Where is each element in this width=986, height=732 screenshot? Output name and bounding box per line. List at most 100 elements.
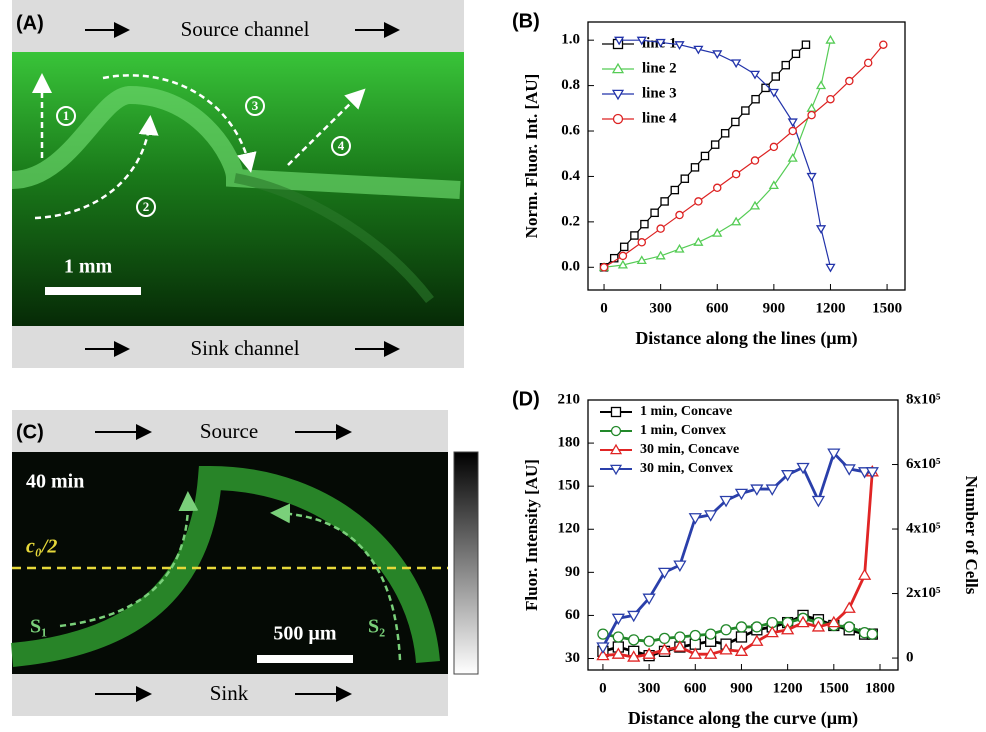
channel-label: Sink — [210, 681, 249, 705]
scale-bar — [45, 287, 141, 295]
marker — [770, 182, 778, 189]
y-tick-label: 0.4 — [561, 168, 580, 184]
marker — [846, 77, 853, 84]
marker — [713, 229, 721, 236]
legend-marker — [612, 427, 621, 436]
marker — [619, 252, 626, 259]
marker — [713, 51, 721, 58]
y-tick-label: 150 — [558, 478, 581, 494]
marker — [659, 633, 669, 643]
marker — [789, 127, 796, 134]
marker — [772, 73, 779, 80]
channel-label: Source — [200, 419, 258, 443]
marker — [644, 636, 654, 646]
marker — [808, 104, 816, 111]
marker — [613, 632, 623, 642]
x-tick-label: 1500 — [872, 300, 902, 316]
marker — [621, 243, 628, 250]
marker — [681, 175, 688, 182]
marker — [721, 625, 731, 635]
scale-label: 500 µm — [273, 623, 337, 645]
panel-c: (C) Source Sink 40 min c₀/2 S₁ S₂ 500 µm — [12, 410, 478, 716]
marker — [808, 112, 815, 119]
time-label: 40 min — [26, 471, 84, 493]
marker — [733, 171, 740, 178]
marker — [714, 184, 721, 191]
marker — [751, 157, 758, 164]
legend-marker — [613, 90, 623, 99]
level-label: c₀/2 — [26, 536, 57, 558]
x-tick-label: 1800 — [865, 680, 895, 696]
legend-label: 1 min, Concave — [640, 404, 732, 419]
x-tick-label: 0 — [600, 300, 608, 316]
legend-label: line 2 — [642, 60, 677, 76]
y-tick-label: 210 — [558, 391, 581, 407]
legend-label: line 4 — [642, 110, 677, 126]
y2-tick-label: 6x10⁵ — [906, 456, 941, 472]
marker — [722, 130, 729, 137]
marker — [817, 226, 825, 233]
y-tick-label: 180 — [558, 435, 581, 451]
marker — [691, 164, 698, 171]
marker — [706, 629, 716, 639]
legend-label: 30 min, Concave — [640, 442, 739, 457]
x-tick-label: 900 — [730, 680, 753, 696]
marker — [827, 96, 834, 103]
channel-label: Source channel — [181, 17, 310, 41]
marker — [631, 232, 638, 239]
legend-label: 1 min, Convex — [640, 423, 726, 438]
x-tick-label: 300 — [638, 680, 661, 696]
marker — [701, 152, 708, 159]
marker — [736, 632, 746, 642]
y-tick-label: 0.0 — [561, 259, 580, 275]
y-axis-label: Norm. Fluor. Int. [AU] — [522, 74, 541, 239]
marker — [676, 211, 683, 218]
y-tick-label: 0.6 — [561, 122, 580, 138]
x-tick-label: 300 — [649, 300, 672, 316]
marker — [770, 143, 777, 150]
marker — [752, 96, 759, 103]
colorbar — [454, 452, 478, 674]
marker — [695, 198, 702, 205]
legend-marker — [613, 64, 623, 73]
x-tick-label: 1500 — [819, 680, 849, 696]
panel-a: (A) Source channel Sink channel 1 2 3 4 … — [12, 0, 464, 368]
step-number: 2 — [143, 199, 150, 214]
x-tick-label: 600 — [706, 300, 729, 316]
marker — [742, 107, 749, 114]
channel-label: Sink channel — [190, 336, 299, 360]
marker — [782, 62, 789, 69]
x-tick-label: 900 — [763, 300, 786, 316]
y-tick-label: 90 — [565, 564, 580, 580]
marker — [732, 60, 740, 67]
y2-axis-label: Number of Cells — [962, 476, 981, 595]
marker — [671, 186, 678, 193]
marker — [641, 221, 648, 228]
marker — [859, 570, 870, 580]
marker — [732, 118, 739, 125]
marker — [808, 174, 816, 181]
panel-label: (C) — [16, 421, 44, 443]
scale-label: 1 mm — [64, 256, 113, 278]
y-tick-label: 60 — [565, 607, 580, 623]
marker — [844, 622, 854, 632]
legend-marker — [614, 115, 623, 124]
x-axis-label: Distance along the lines (µm) — [635, 328, 857, 349]
series-line — [603, 453, 872, 647]
marker — [752, 622, 762, 632]
marker — [865, 59, 872, 66]
marker — [600, 264, 607, 271]
y-tick-label: 0.8 — [561, 77, 580, 93]
y-tick-label: 1.0 — [561, 32, 580, 48]
marker — [762, 84, 769, 91]
marker — [657, 225, 664, 232]
marker — [844, 603, 855, 613]
y-tick-label: 120 — [558, 521, 581, 537]
legend-label: line 3 — [642, 85, 677, 101]
x-tick-label: 1200 — [815, 300, 845, 316]
marker — [827, 264, 835, 271]
y2-tick-label: 0 — [906, 650, 914, 666]
marker — [880, 41, 887, 48]
marker — [867, 629, 877, 639]
series-line — [604, 45, 883, 268]
